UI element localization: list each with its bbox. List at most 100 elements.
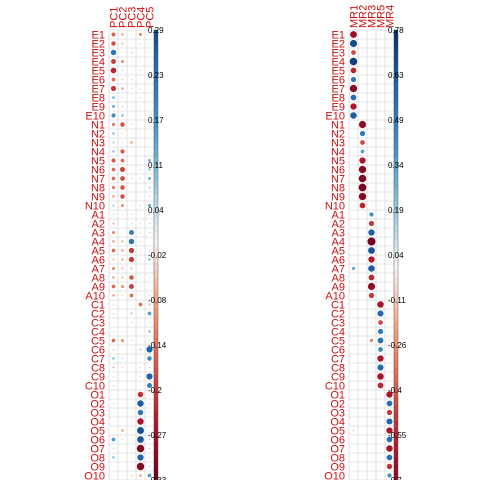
correlation-circle xyxy=(139,105,142,108)
colorbar-segment xyxy=(154,180,158,188)
correlation-circle xyxy=(120,122,125,127)
correlation-circle xyxy=(388,132,391,135)
colorbar-tick-label: -0.7 xyxy=(388,476,402,480)
colorbar-segment xyxy=(394,390,398,398)
row-label: A9 xyxy=(92,282,105,294)
correlation-circle xyxy=(148,105,151,108)
correlation-circle xyxy=(112,375,115,378)
correlation-circle xyxy=(388,348,391,351)
correlation-circle xyxy=(121,330,124,333)
correlation-circle xyxy=(388,312,391,315)
correlation-circle xyxy=(352,402,355,405)
correlation-circle xyxy=(112,150,115,153)
row-label: A7 xyxy=(92,264,105,276)
colorbar-segment xyxy=(154,67,158,76)
correlation-circle xyxy=(112,240,115,243)
correlation-circle xyxy=(121,267,124,270)
colorbar-tick-label: -0.2 xyxy=(148,386,162,395)
colorbar-segment xyxy=(394,172,398,181)
correlation-circle xyxy=(379,231,382,234)
correlation-circle xyxy=(128,238,135,245)
correlation-circle xyxy=(121,258,124,261)
correlation-circle xyxy=(388,222,391,225)
correlation-circle xyxy=(146,346,153,353)
colorbar-segment xyxy=(154,375,158,383)
correlation-circle xyxy=(388,249,391,252)
correlation-circle xyxy=(370,51,373,54)
colorbar-tick-label: -0.14 xyxy=(148,341,167,350)
correlation-circle xyxy=(352,375,355,378)
row-label: C6 xyxy=(331,345,345,357)
row-label: A5 xyxy=(92,246,105,258)
correlation-circle xyxy=(148,303,151,306)
correlation-circle xyxy=(129,275,134,280)
correlation-circle xyxy=(388,375,391,378)
correlation-circle xyxy=(370,321,373,324)
correlation-circle xyxy=(359,157,366,164)
correlation-circle xyxy=(368,247,375,254)
row-label: E4 xyxy=(332,57,345,69)
correlation-circle xyxy=(377,337,384,344)
row-label: A8 xyxy=(92,273,105,285)
correlation-circle xyxy=(361,429,364,432)
colorbar-segment xyxy=(394,375,398,383)
correlation-circle xyxy=(370,465,373,468)
correlation-circle xyxy=(130,438,133,441)
row-label: N9 xyxy=(331,192,345,204)
colorbar-segment xyxy=(154,442,158,451)
row-label: A9 xyxy=(332,282,345,294)
correlation-circle xyxy=(121,276,124,279)
correlation-circle xyxy=(147,473,152,478)
correlation-circle xyxy=(121,447,124,450)
correlation-circle xyxy=(130,267,133,270)
row-label: N4 xyxy=(91,147,105,159)
correlation-circle xyxy=(370,357,373,360)
correlation-circle xyxy=(388,321,391,324)
row-label: N2 xyxy=(331,129,345,141)
correlation-circle xyxy=(121,231,124,234)
correlation-circle xyxy=(378,320,383,325)
colorbar-segment xyxy=(154,135,158,143)
correlation-circle xyxy=(360,149,365,154)
row-label: E3 xyxy=(332,48,345,60)
correlation-circle xyxy=(370,393,373,396)
correlation-circle xyxy=(121,69,124,72)
correlation-circle xyxy=(120,185,125,190)
correlation-circle xyxy=(368,256,375,263)
correlation-circle xyxy=(130,141,133,144)
colorbar-segment xyxy=(154,60,158,68)
correlation-circle xyxy=(361,357,364,360)
colorbar-segment xyxy=(154,412,158,421)
correlation-circle xyxy=(112,420,115,423)
correlation-circle xyxy=(370,411,373,414)
correlation-circle xyxy=(358,165,367,174)
correlation-circle xyxy=(350,67,357,74)
correlation-circle xyxy=(386,436,393,443)
colorbar-segment xyxy=(394,202,398,211)
correlation-circle xyxy=(388,186,391,189)
row-label: C2 xyxy=(91,309,105,321)
correlation-circle xyxy=(370,141,373,144)
correlation-circle xyxy=(112,348,115,351)
correlation-circle xyxy=(112,231,115,234)
correlation-circle xyxy=(111,185,116,190)
correlation-circle xyxy=(370,348,373,351)
correlation-circle xyxy=(379,195,382,198)
correlation-circle xyxy=(130,474,133,477)
correlation-circle xyxy=(148,465,151,468)
correlation-circle xyxy=(112,384,115,387)
correlation-circle xyxy=(121,438,124,441)
correlation-circle xyxy=(361,60,364,63)
correlation-circle xyxy=(148,132,151,135)
correlation-circle xyxy=(379,294,382,297)
correlation-circle xyxy=(130,456,133,459)
correlation-circle xyxy=(352,357,355,360)
correlation-circle xyxy=(361,348,364,351)
row-label: O7 xyxy=(90,444,105,456)
colorbar-segment xyxy=(394,397,398,406)
correlation-circle xyxy=(367,282,376,291)
correlation-circle xyxy=(121,96,124,99)
row-label: C3 xyxy=(91,318,105,330)
correlation-circle xyxy=(139,69,142,72)
correlation-circle xyxy=(350,112,357,119)
